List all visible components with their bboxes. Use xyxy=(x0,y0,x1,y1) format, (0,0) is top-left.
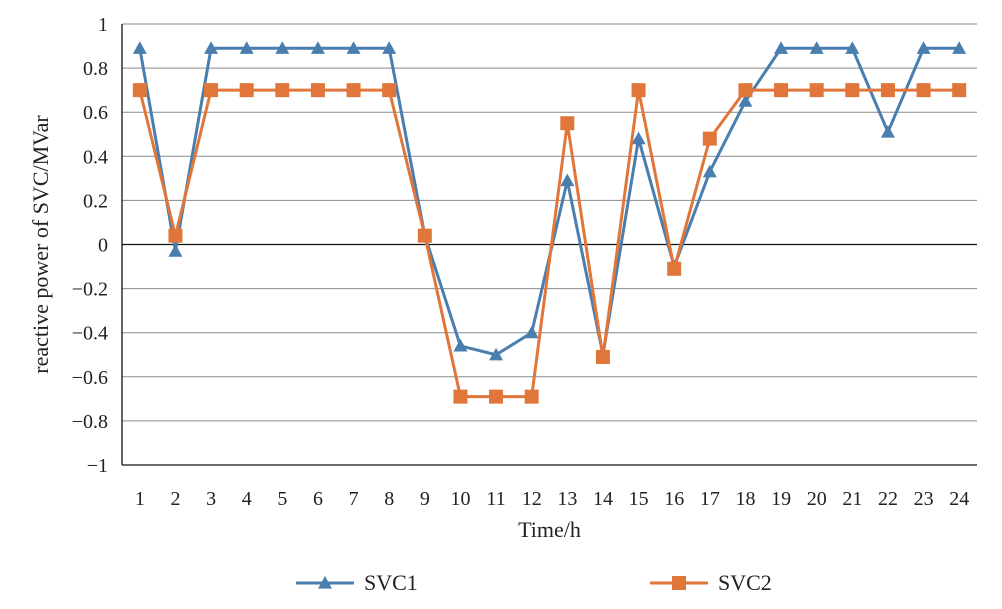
data-point xyxy=(346,83,361,98)
y-axis-label: reactive power of SVC/MVar xyxy=(28,115,53,374)
axes xyxy=(121,24,977,466)
data-point xyxy=(204,83,219,98)
series-line xyxy=(138,46,960,357)
data-point xyxy=(667,261,682,276)
x-tick-label: 1 xyxy=(135,488,145,510)
x-tick-label: 13 xyxy=(557,488,577,510)
data-point xyxy=(382,41,397,54)
data-point xyxy=(275,41,290,54)
data-point xyxy=(524,325,539,339)
data-point xyxy=(880,125,895,138)
x-tick-label: 14 xyxy=(593,488,613,510)
data-point xyxy=(809,83,824,98)
y-tick-label: 0.6 xyxy=(83,102,108,124)
tick-labels: 10.80.60.40.20−0.2−0.4−0.6−0.8−11 2 3 4 5 6 7 8… xyxy=(72,14,969,510)
legend-marker xyxy=(672,576,686,590)
y-tick-label: −0.8 xyxy=(72,411,108,433)
y-tick-label: 0.4 xyxy=(83,146,108,168)
x-tick-label: 12 xyxy=(522,488,542,510)
y-tick-label: −1 xyxy=(87,455,108,477)
data-point xyxy=(132,83,147,98)
data-point xyxy=(310,83,325,98)
x-tick-label: 5 xyxy=(277,488,287,510)
data-point xyxy=(310,41,325,54)
x-tick-label: 6 xyxy=(313,488,323,510)
y-tick-label: 0.2 xyxy=(83,190,108,212)
x-tick-label: 23 xyxy=(914,488,934,510)
data-point xyxy=(346,41,361,54)
data-point xyxy=(702,164,717,178)
legend-marker xyxy=(318,576,332,589)
data-point xyxy=(132,41,147,54)
y-tick-label: −0.2 xyxy=(72,279,108,301)
legend-label: SVC1 xyxy=(364,570,418,595)
y-tick-label: 1 xyxy=(98,14,108,36)
legend-label: SVC2 xyxy=(718,570,772,595)
x-tick-label: 22 xyxy=(878,488,898,510)
x-tick-label: 21 xyxy=(842,488,862,510)
data-point xyxy=(738,83,753,98)
data-point xyxy=(880,83,895,98)
data-point xyxy=(595,349,610,364)
x-tick-label: 9 xyxy=(420,488,430,510)
data-point xyxy=(239,83,254,98)
y-tick-label: −0.4 xyxy=(72,323,108,345)
data-point xyxy=(204,41,219,54)
data-point xyxy=(168,228,183,243)
x-tick-label: 4 xyxy=(242,488,252,510)
data-point xyxy=(560,173,575,187)
data-point xyxy=(916,41,931,54)
data-point xyxy=(702,131,717,146)
data-point xyxy=(952,41,967,54)
data-point xyxy=(453,338,468,352)
data-point xyxy=(845,41,860,54)
x-tick-label: 19 xyxy=(771,488,791,510)
y-tick-label: 0 xyxy=(98,235,108,257)
data-point xyxy=(489,389,504,404)
legend-item-svc1: SVC1 xyxy=(296,570,418,595)
data-point xyxy=(275,83,290,98)
series-line xyxy=(138,88,960,399)
x-tick-label: 2 xyxy=(170,488,180,510)
series-svc2 xyxy=(132,83,967,404)
data-point xyxy=(489,347,504,361)
data-point xyxy=(417,228,432,243)
x-tick-label: 11 xyxy=(486,488,505,510)
data-point xyxy=(631,131,646,145)
y-tick-label: 0.8 xyxy=(83,58,108,80)
data-point xyxy=(453,389,468,404)
x-tick-label: 3 xyxy=(206,488,216,510)
x-tick-label: 24 xyxy=(949,488,969,510)
x-axis-label: Time/h xyxy=(518,517,581,542)
data-point xyxy=(382,83,397,98)
x-tick-label: 15 xyxy=(629,488,649,510)
data-point xyxy=(738,94,753,107)
data-point xyxy=(239,41,254,54)
data-point xyxy=(774,41,789,54)
x-tick-label: 17 xyxy=(700,488,720,510)
data-point xyxy=(168,244,183,257)
x-tick-label: 8 xyxy=(384,488,394,510)
data-point xyxy=(631,83,646,98)
data-point xyxy=(845,83,860,98)
data-point xyxy=(560,116,575,131)
data-point xyxy=(952,83,967,98)
series-layer xyxy=(132,41,967,404)
x-tick-label: 7 xyxy=(349,488,359,510)
x-tick-label: 20 xyxy=(807,488,827,510)
data-point xyxy=(809,41,824,54)
data-point xyxy=(524,389,539,404)
data-point xyxy=(774,83,789,98)
y-tick-label: −0.6 xyxy=(72,367,108,389)
x-tick-label: 10 xyxy=(450,488,470,510)
legend: SVC1 SVC2 xyxy=(296,570,772,595)
legend-item-svc2: SVC2 xyxy=(650,570,772,595)
x-tick-label: 16 xyxy=(664,488,684,510)
x-tick-label: 18 xyxy=(735,488,755,510)
data-point xyxy=(916,83,931,98)
